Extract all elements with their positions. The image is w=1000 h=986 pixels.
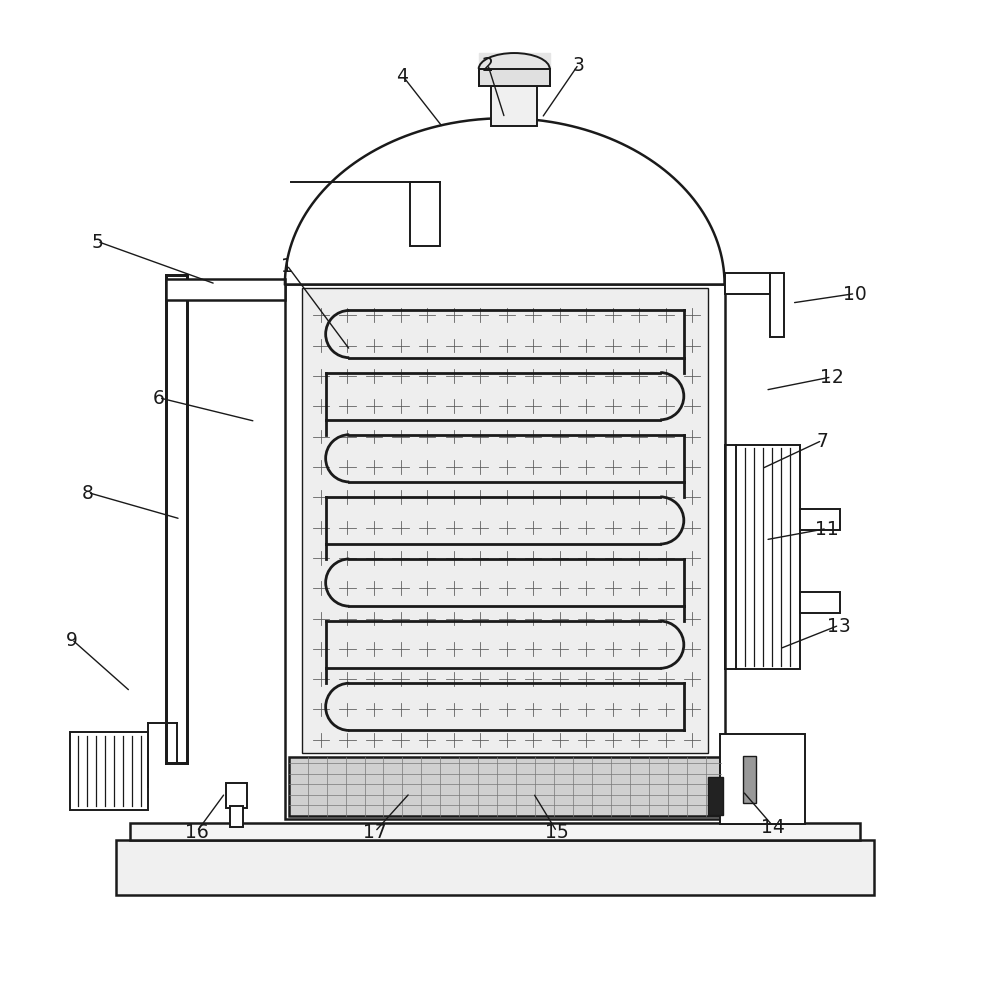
Bar	[226, 784, 247, 809]
Bar	[479, 70, 550, 87]
Bar	[302, 289, 708, 753]
Bar	[289, 757, 721, 815]
Text: 2: 2	[482, 55, 494, 75]
Bar	[708, 777, 723, 814]
Bar	[491, 87, 537, 126]
Text: 17: 17	[363, 822, 387, 841]
Bar	[130, 823, 860, 840]
Text: 10: 10	[843, 285, 867, 304]
Text: 8: 8	[82, 483, 94, 503]
Bar	[230, 807, 243, 827]
Text: 11: 11	[815, 520, 839, 538]
Text: 5: 5	[91, 233, 103, 251]
Text: 1: 1	[281, 256, 293, 275]
Text: 12: 12	[820, 368, 844, 387]
Text: 16: 16	[185, 822, 209, 841]
Text: 9: 9	[66, 630, 78, 649]
Text: 6: 6	[153, 388, 165, 408]
Text: 13: 13	[827, 616, 851, 635]
Bar	[743, 756, 756, 804]
Polygon shape	[285, 119, 725, 285]
Text: 3: 3	[573, 55, 585, 75]
Bar	[116, 840, 874, 895]
Text: 4: 4	[396, 67, 408, 86]
Bar	[770, 273, 784, 338]
Text: 15: 15	[545, 822, 569, 841]
Text: 14: 14	[761, 816, 785, 836]
Bar	[166, 275, 187, 763]
Bar	[166, 280, 285, 301]
Bar	[410, 182, 440, 246]
Bar	[70, 733, 148, 810]
Bar	[720, 735, 805, 824]
Bar	[285, 285, 725, 819]
Bar	[800, 510, 840, 530]
Bar	[736, 446, 800, 669]
Bar	[725, 273, 770, 294]
Text: 7: 7	[816, 432, 828, 451]
Bar	[800, 593, 840, 613]
